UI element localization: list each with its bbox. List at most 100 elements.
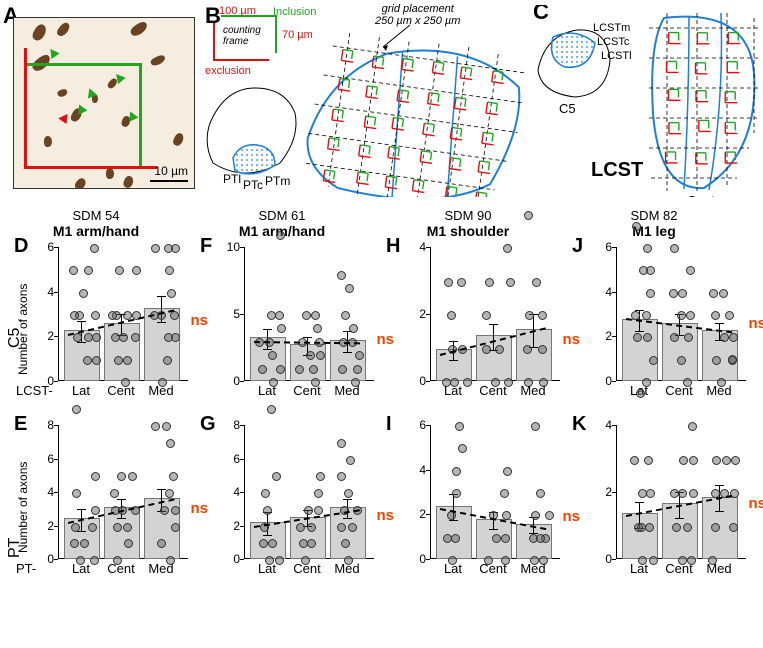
photomicrograph-panel: 10 µm	[13, 17, 195, 189]
col-pretitle: SDM 54	[8, 208, 184, 223]
data-point	[443, 534, 452, 543]
data-point	[646, 289, 655, 298]
data-point	[276, 365, 285, 374]
data-point	[492, 534, 501, 543]
xcat: Lat	[62, 383, 100, 398]
ytick: 6	[36, 240, 54, 254]
data-point	[171, 506, 180, 515]
data-point	[337, 472, 346, 481]
data-point	[88, 523, 97, 532]
chart-H: H024nsLatCentMed	[408, 241, 568, 401]
data-point	[83, 356, 92, 365]
xcat: Lat	[434, 561, 472, 576]
data-point	[110, 489, 119, 498]
ytick: 5	[222, 307, 240, 321]
data-point	[630, 456, 639, 465]
data-point	[117, 472, 126, 481]
ytick: 6	[36, 452, 54, 466]
xcat: Med	[328, 383, 366, 398]
ytick: 2	[594, 485, 612, 499]
data-point	[538, 345, 547, 354]
data-point	[263, 506, 272, 515]
data-point	[689, 489, 698, 498]
top-schematic-row: A 10 µm B 100 µm 70 µm Inclusion ex	[5, 5, 758, 195]
data-point	[447, 311, 456, 320]
data-point	[672, 523, 681, 532]
data-point	[523, 345, 532, 354]
data-point	[678, 289, 687, 298]
data-point	[79, 289, 88, 298]
x-prefix: LCST-	[16, 383, 53, 398]
chart-F: F0510nsLatCentMed	[222, 241, 382, 401]
data-point	[166, 439, 175, 448]
data-point	[722, 456, 731, 465]
data-point	[349, 324, 358, 333]
chart-E: ENumber of axons02468nsLatCentMedPT-	[36, 419, 196, 579]
panel-label-E: E	[14, 413, 27, 436]
xcat: Med	[514, 561, 552, 576]
bar	[662, 323, 698, 381]
chart-column: SDM 90 M1 shoulderH024nsLatCentMedI0246n…	[380, 208, 556, 597]
data-point	[636, 389, 645, 398]
ytick: 8	[222, 418, 240, 432]
ytick: 0	[222, 552, 240, 566]
errorbar	[493, 324, 494, 351]
data-point	[531, 511, 540, 520]
ytick: 2	[36, 329, 54, 343]
svg-text:PTl: PTl	[223, 172, 241, 186]
data-point	[157, 539, 166, 548]
data-point	[538, 311, 547, 320]
chart-J: J0246nsLatCentMed	[594, 241, 754, 401]
data-point	[482, 345, 491, 354]
data-point	[72, 405, 81, 414]
col-title: M1 shoulder	[380, 223, 556, 239]
data-point	[338, 365, 347, 374]
data-point	[272, 472, 281, 481]
chart-column: SDM 82 M1 legJ0246nsLatCentMedK024nsLatC…	[566, 208, 742, 597]
data-point	[532, 278, 541, 287]
data-point	[346, 456, 355, 465]
data-point	[711, 523, 720, 532]
panel-label-G: G	[200, 413, 216, 436]
data-point	[643, 333, 652, 342]
ytick: 4	[222, 485, 240, 499]
data-point	[71, 523, 80, 532]
data-point	[451, 534, 460, 543]
data-point	[670, 244, 679, 253]
chart-D: DNumber of axons0246nsLatCentMedLCST-	[36, 241, 196, 401]
data-point	[524, 211, 533, 220]
data-point	[506, 278, 515, 287]
ytick: 2	[222, 519, 240, 533]
data-point	[712, 456, 721, 465]
data-point	[91, 311, 100, 320]
data-point	[688, 422, 697, 431]
data-point	[277, 324, 286, 333]
chart-G: G02468nsLatCentMed	[222, 419, 382, 579]
data-point	[128, 472, 137, 481]
data-point	[642, 311, 651, 320]
data-point	[165, 489, 174, 498]
data-point	[729, 523, 738, 532]
data-point	[91, 472, 100, 481]
data-point	[165, 266, 174, 275]
data-point	[728, 355, 737, 364]
xcat: Med	[700, 383, 738, 398]
ytick: 0	[408, 374, 426, 388]
data-point	[162, 422, 171, 431]
svg-text:LCST: LCST	[591, 159, 643, 181]
data-point	[501, 534, 510, 543]
data-point	[261, 489, 270, 498]
data-point	[545, 511, 554, 520]
panel-label-D: D	[14, 235, 28, 258]
x-prefix: PT-	[16, 561, 36, 576]
panel-label-H: H	[386, 235, 400, 258]
y-axis-label: Number of axons	[16, 462, 30, 553]
data-point	[353, 365, 362, 374]
svg-text:LCSTm: LCSTm	[593, 22, 630, 34]
ns-label: ns	[748, 315, 763, 332]
data-point	[267, 405, 276, 414]
svg-text:PTm: PTm	[265, 174, 290, 188]
col-title: M1 leg	[566, 223, 742, 239]
ytick: 4	[36, 485, 54, 499]
ytick: 2	[594, 329, 612, 343]
